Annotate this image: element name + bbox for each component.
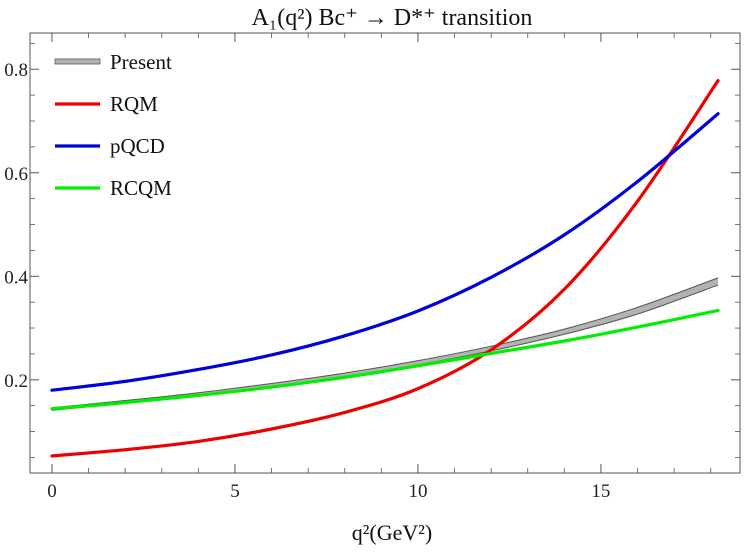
band-upper-edge xyxy=(51,277,719,409)
legend-label: pQCD xyxy=(110,134,165,158)
legend: Present RQM pQCD RCQM xyxy=(54,50,172,200)
legend-item-present: Present xyxy=(54,50,172,74)
legend-item-rqm: RQM xyxy=(55,92,158,116)
x-tick-label: 15 xyxy=(591,481,610,502)
series-band-present xyxy=(51,277,719,411)
legend-label: RCQM xyxy=(110,176,172,200)
series-line-pqcd xyxy=(50,112,720,392)
series-line-rcqm xyxy=(50,308,720,411)
y-tick-label: 0.8 xyxy=(4,60,28,81)
band-lower-edge xyxy=(51,284,719,411)
x-tick-label: 0 xyxy=(47,481,57,502)
legend-label: Present xyxy=(110,50,172,74)
legend-item-pqcd: pQCD xyxy=(55,134,165,158)
plot-frame xyxy=(29,32,741,474)
y-tick-label: 0.2 xyxy=(4,371,28,392)
legend-swatch xyxy=(54,58,101,65)
plot-area: 0 5 10 15 0.2 0.4 0.6 0.8 xyxy=(4,32,741,502)
series-line-rqm xyxy=(50,79,720,458)
legend-label: RQM xyxy=(110,92,158,116)
y-tick-label: 0.4 xyxy=(4,267,28,288)
legend-item-rcqm: RCQM xyxy=(55,176,172,200)
tick-layer: 0 5 10 15 0.2 0.4 0.6 0.8 xyxy=(4,33,740,502)
x-axis-label: q²(GeV²) xyxy=(352,520,432,545)
chart-title: A₁(q²) Bc⁺ → D*⁺ transition xyxy=(252,5,533,31)
band-layer xyxy=(51,277,719,411)
x-tick-label: 10 xyxy=(408,481,427,502)
x-tick-label: 5 xyxy=(230,481,240,502)
line-layer xyxy=(50,79,720,458)
y-tick-label: 0.6 xyxy=(4,164,28,185)
